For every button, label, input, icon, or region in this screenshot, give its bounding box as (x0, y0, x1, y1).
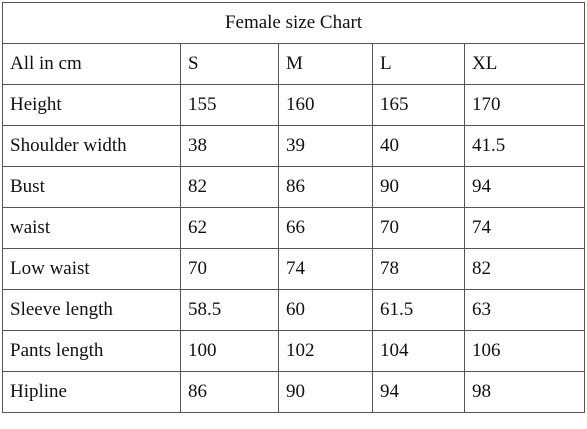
cell: 74 (278, 248, 373, 290)
cell: 98 (463, 371, 586, 413)
cell: 86 (180, 371, 279, 413)
size-table: Female size Chart All in cm S M L XL Height 15… (1, 2, 586, 413)
row-label: Low waist (2, 248, 181, 290)
cell: 94 (372, 371, 465, 413)
cell: M (278, 43, 373, 85)
cell: 38 (180, 125, 279, 167)
cell: 155 (180, 84, 279, 126)
cell: 86 (278, 166, 373, 208)
cell: L (372, 43, 465, 85)
row-label: Shoulder width (2, 125, 181, 167)
cell: 62 (180, 207, 279, 249)
row-label: Pants length (2, 330, 181, 372)
row-label: Height (2, 84, 181, 126)
data-row: Low waist 70 74 78 82 (2, 248, 586, 290)
cell: 40 (372, 125, 465, 167)
data-row: Shoulder width 38 39 40 41.5 (2, 125, 586, 167)
row-label: Sleeve length (2, 289, 181, 331)
data-row: Hipline 86 90 94 98 (2, 371, 586, 413)
cell: 106 (463, 330, 586, 372)
cell: 66 (278, 207, 373, 249)
data-row: Height 155 160 165 170 (2, 84, 586, 126)
cell: S (180, 43, 279, 85)
cell: 90 (278, 371, 373, 413)
cell: 100 (180, 330, 279, 372)
row-label: Hipline (2, 371, 181, 413)
header-row: All in cm S M L XL (2, 43, 586, 85)
cell: 60 (278, 289, 373, 331)
cell: 94 (463, 166, 586, 208)
cell: 170 (463, 84, 586, 126)
row-label: Bust (2, 166, 181, 208)
row-label: All in cm (2, 43, 181, 85)
cell: 63 (463, 289, 586, 331)
cell: 82 (463, 248, 586, 290)
cell: 58.5 (180, 289, 279, 331)
cell: 70 (372, 207, 465, 249)
cell: 70 (180, 248, 279, 290)
cell: 160 (278, 84, 373, 126)
cell: 90 (372, 166, 465, 208)
data-row: Bust 82 86 90 94 (2, 166, 586, 208)
cell: 102 (278, 330, 373, 372)
data-row: Pants length 100 102 104 106 (2, 330, 586, 372)
cell: 78 (372, 248, 465, 290)
cell: 74 (463, 207, 586, 249)
cell: 61.5 (372, 289, 465, 331)
cell: 104 (372, 330, 465, 372)
data-row: Sleeve length 58.5 60 61.5 63 (2, 289, 586, 331)
cell: XL (463, 43, 586, 85)
row-label: waist (2, 207, 181, 249)
cell: 41.5 (463, 125, 586, 167)
cell: 39 (278, 125, 373, 167)
title-row: Female size Chart (1, 2, 586, 44)
cell: 82 (180, 166, 279, 208)
data-row: waist 62 66 70 74 (2, 207, 586, 249)
table-title: Female size Chart (1, 2, 586, 44)
cell: 165 (372, 84, 465, 126)
